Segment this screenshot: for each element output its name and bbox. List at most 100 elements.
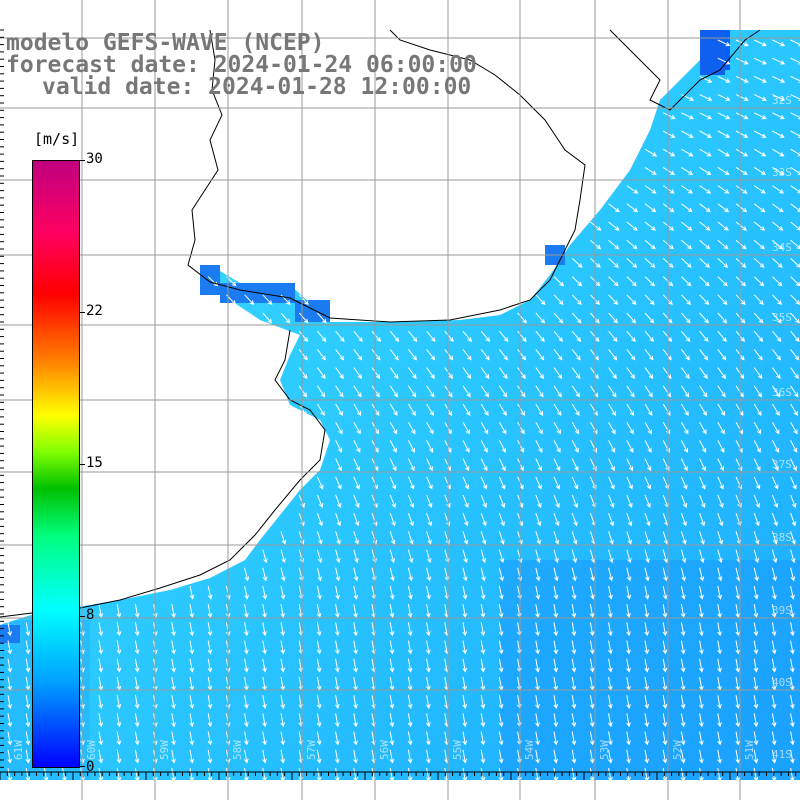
wind-arrow (644, 494, 651, 509)
wind-arrow (98, 731, 104, 746)
wind-arrow (335, 731, 340, 746)
wind-arrow (262, 294, 273, 305)
wind-arrow (608, 294, 619, 305)
wind-arrow (407, 640, 413, 655)
wind-arrow (680, 513, 687, 527)
wind-arrow (535, 421, 543, 435)
wind-arrow (553, 658, 559, 673)
wind-arrow (280, 622, 286, 637)
wind-arrow (571, 713, 577, 728)
wind-arrow (462, 567, 468, 582)
wind-arrow (717, 513, 724, 527)
wind-arrow (608, 458, 615, 472)
wind-arrow (389, 385, 398, 398)
wind-arrow (353, 421, 361, 435)
wind-arrow (480, 403, 489, 416)
wind-arrow (171, 658, 176, 673)
wind-arrow (462, 640, 468, 655)
wind-arrow (771, 403, 780, 416)
wind-arrow (680, 767, 686, 782)
wind-arrow (771, 367, 781, 380)
wind-arrow (353, 367, 363, 380)
wind-arrow (699, 513, 706, 527)
wind-arrow (699, 749, 704, 764)
wind-arrow (735, 112, 749, 120)
wind-arrow (262, 312, 273, 324)
wind-arrow (717, 57, 731, 65)
wind-arrow (389, 622, 395, 637)
wind-arrow (735, 94, 749, 101)
wind-arrow (426, 567, 432, 582)
wind-arrow (790, 713, 795, 728)
wind-arrow (753, 695, 759, 710)
wind-arrow (480, 458, 488, 472)
wind-arrow (535, 567, 541, 582)
wind-arrow (699, 385, 708, 398)
wind-arrow (608, 549, 614, 564)
wind-arrow (462, 403, 471, 416)
wind-arrow (498, 531, 505, 545)
wind-arrow (644, 640, 650, 655)
wind-arrow (317, 349, 326, 361)
wind-arrow (499, 349, 508, 361)
wind-arrow (426, 349, 436, 361)
wind-arrow (480, 476, 488, 490)
wind-arrow (335, 622, 340, 637)
wind-arrow (462, 731, 468, 746)
lon-label: 57W (305, 740, 318, 760)
lat-label: 36S (772, 386, 792, 399)
valid-date: valid date: 2024-01-28 12:00:00 (42, 74, 472, 100)
wind-arrow (608, 221, 620, 231)
wind-arrow (626, 276, 637, 287)
wind-arrow (680, 458, 688, 472)
wind-arrow (426, 513, 433, 527)
lat-label: 40S (772, 676, 792, 689)
wind-arrow (626, 330, 636, 343)
wind-arrow (553, 476, 561, 490)
wind-arrow (699, 112, 713, 120)
wind-arrow (189, 713, 195, 728)
wind-arrow (626, 440, 634, 453)
wind-arrow (353, 695, 358, 710)
wind-arrow (462, 695, 468, 710)
wind-arrow (426, 604, 431, 619)
wind-arrow (790, 731, 795, 746)
wind-arrow (608, 749, 613, 764)
wind-arrow (790, 440, 798, 453)
wind-arrow (771, 658, 777, 673)
wind-arrow (535, 585, 541, 600)
wind-arrow (699, 440, 707, 453)
wind-arrow (699, 148, 712, 157)
wind-arrow (116, 713, 122, 728)
lon-label: 51W (743, 740, 756, 760)
wind-arrow (699, 130, 712, 138)
wind-arrow (699, 622, 704, 637)
wind-arrow (207, 731, 213, 746)
wind-arrow (735, 622, 741, 637)
wind-arrow (535, 349, 545, 361)
wind-arrow (699, 185, 712, 194)
wind-arrow (498, 640, 504, 655)
wind-arrow (608, 349, 618, 361)
wind-arrow (189, 622, 195, 637)
wind-arrow (553, 494, 560, 509)
wind-arrow (772, 294, 783, 305)
wind-arrow (207, 604, 213, 619)
wind-arrow (389, 440, 397, 453)
wind-arrow (498, 385, 508, 398)
wind-arrow (608, 440, 616, 453)
wind-arrow (389, 403, 398, 416)
wind-arrow (553, 713, 559, 728)
wind-arrow (498, 585, 504, 600)
wind-arrow (662, 640, 668, 655)
bottom-tick-marks (0, 772, 797, 780)
wind-arrow (498, 403, 507, 416)
wind-arrow (498, 695, 504, 710)
wind-arrow (753, 203, 766, 213)
wind-arrow (189, 585, 195, 600)
wind-arrow (771, 585, 777, 600)
wind-arrow (681, 312, 691, 324)
wind-arrow (207, 695, 213, 710)
wind-arrow (753, 258, 765, 268)
wind-arrow (644, 695, 650, 710)
